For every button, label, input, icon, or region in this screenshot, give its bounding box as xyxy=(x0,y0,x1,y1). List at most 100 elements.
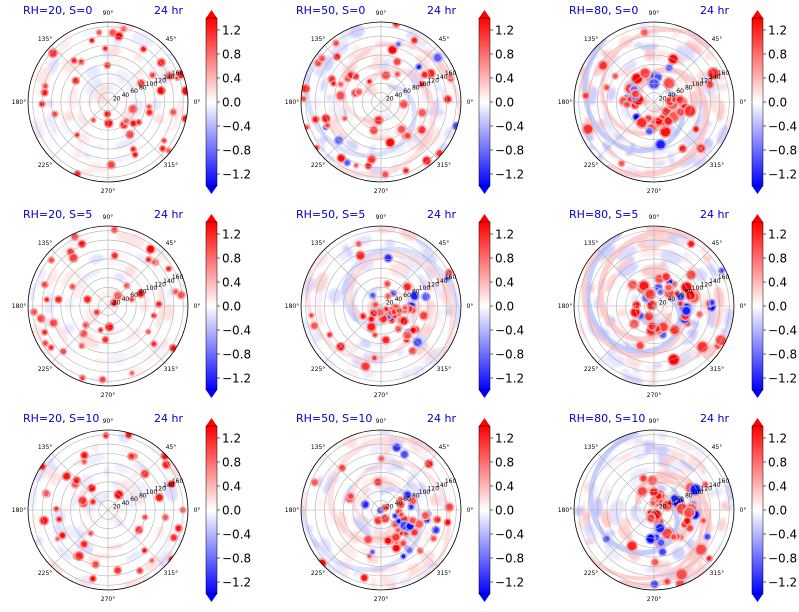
colorbar-tick-label: −0.4 xyxy=(222,528,251,542)
colorbar-tick-label: −0.4 xyxy=(768,120,797,134)
cell-core xyxy=(637,118,646,127)
colorbar-tick-label: 0.8 xyxy=(222,456,241,470)
colorbar-extend-max xyxy=(206,418,217,426)
cell-core xyxy=(152,342,156,346)
cell-core xyxy=(348,494,353,499)
colorbar-tick-label: −0.4 xyxy=(495,528,524,542)
cell-core xyxy=(661,127,670,136)
colorbar-extend-min xyxy=(206,186,217,194)
cell-core xyxy=(652,559,658,565)
cell-core xyxy=(328,333,332,337)
angle-tick-label: 315° xyxy=(437,162,451,169)
cell-core xyxy=(399,513,403,517)
angle-tick-label: 315° xyxy=(710,366,724,373)
panel-title: RH=80, S=5 xyxy=(569,208,638,221)
colorbar-tick-label: 1.2 xyxy=(768,24,787,38)
cell-core xyxy=(435,517,440,522)
cell-core xyxy=(345,160,350,165)
polar-grid xyxy=(28,226,188,386)
cell-core xyxy=(666,285,672,291)
colorbar-tick-label: 0.8 xyxy=(222,252,241,266)
angle-tick-label: 135° xyxy=(584,36,598,43)
angle-tick-label: 135° xyxy=(311,444,325,451)
angle-tick-label: 270° xyxy=(101,188,115,195)
angle-tick-label: 270° xyxy=(647,188,661,195)
colorbar-tick-label: −0.4 xyxy=(495,324,524,338)
colorbar-gradient xyxy=(479,18,490,186)
cell-core xyxy=(41,517,48,524)
colorbar-tick-label: −0.8 xyxy=(768,144,797,158)
cell-core xyxy=(431,536,436,541)
cell-core xyxy=(665,579,670,584)
radial-tick-label: 20 xyxy=(659,95,667,102)
texture-cell xyxy=(651,367,658,379)
angle-tick-label: 270° xyxy=(374,188,388,195)
colorbar-tick-label: 0.4 xyxy=(222,72,241,86)
angle-tick-label: 135° xyxy=(38,36,52,43)
radial-tick-label: 60 xyxy=(130,292,138,299)
cell-core xyxy=(697,312,702,317)
colorbar: 1.2 0.8 0.4 0.0 −0.4 −0.8 −1.2 xyxy=(752,418,797,602)
cell-core xyxy=(630,320,638,328)
colorbar-tick-label: 1.2 xyxy=(495,228,514,242)
cell-halo xyxy=(193,520,204,531)
cell-core xyxy=(407,547,412,552)
colorbar-tick-label: 0.4 xyxy=(768,72,787,86)
angle-tick-label: 45° xyxy=(166,240,177,247)
colorbar-tick-label: −1.2 xyxy=(222,576,251,590)
cell-core xyxy=(124,119,129,124)
cell-halo xyxy=(167,555,177,565)
cell-core xyxy=(434,54,441,61)
cell-core xyxy=(663,274,670,281)
colorbar-tick-label: 0.4 xyxy=(222,276,241,290)
colorbar-gradient xyxy=(479,222,490,390)
colorbar-extend-min xyxy=(752,186,763,194)
cell-core xyxy=(60,533,65,538)
radial-tick-label: 160 xyxy=(445,70,457,77)
cell-core xyxy=(362,363,369,370)
cell-core xyxy=(677,569,687,579)
cell-core xyxy=(72,234,78,240)
angle-tick-label: 90° xyxy=(376,214,387,221)
cell-core xyxy=(383,337,389,343)
cell-core xyxy=(95,310,99,314)
panel-title: RH=50, S=0 xyxy=(296,4,365,17)
angle-tick-label: 270° xyxy=(101,596,115,603)
cell-core xyxy=(651,501,656,506)
colorbar-tick-label: −0.8 xyxy=(768,348,797,362)
cell-core xyxy=(115,567,121,573)
colorbar-tick-label: 1.2 xyxy=(222,228,241,242)
angle-tick-label: 45° xyxy=(712,444,723,451)
cell-core xyxy=(43,330,47,334)
cell-core xyxy=(171,535,177,541)
colorbar-tick-label: −1.2 xyxy=(222,372,251,386)
cell-core xyxy=(337,92,344,99)
colorbar-tick-label: 0.0 xyxy=(768,300,787,314)
angle-tick-label: 315° xyxy=(164,162,178,169)
cell-core xyxy=(671,535,676,540)
angle-tick-label: 90° xyxy=(376,10,387,17)
cell-core xyxy=(301,97,305,101)
cell-core xyxy=(92,119,95,122)
cell-core xyxy=(365,536,372,543)
cell-core xyxy=(82,452,88,458)
angle-tick-label: 90° xyxy=(649,10,660,17)
colorbar-tick-label: 0.8 xyxy=(222,48,241,62)
cell-core xyxy=(108,162,115,169)
cell-core xyxy=(397,43,400,46)
colorbar-tick-label: 0.8 xyxy=(495,252,514,266)
radial-tick-label: 160 xyxy=(718,274,730,281)
angle-tick-label: 270° xyxy=(647,392,661,399)
colorbar-tick-label: 0.0 xyxy=(222,300,241,314)
colorbar-gradient xyxy=(479,426,490,594)
cell-core xyxy=(386,294,391,299)
radial-tick-label: 40 xyxy=(395,296,403,303)
cell-core xyxy=(178,292,184,298)
colorbar-tick-label: −1.2 xyxy=(768,576,797,590)
colorbar-gradient xyxy=(206,426,217,594)
polar-grid xyxy=(574,430,734,590)
radial-tick-label: 40 xyxy=(395,92,403,99)
radial-tick-label: 40 xyxy=(668,92,676,99)
colorbar-tick-label: 0.0 xyxy=(222,96,241,110)
cell-core xyxy=(194,521,201,528)
